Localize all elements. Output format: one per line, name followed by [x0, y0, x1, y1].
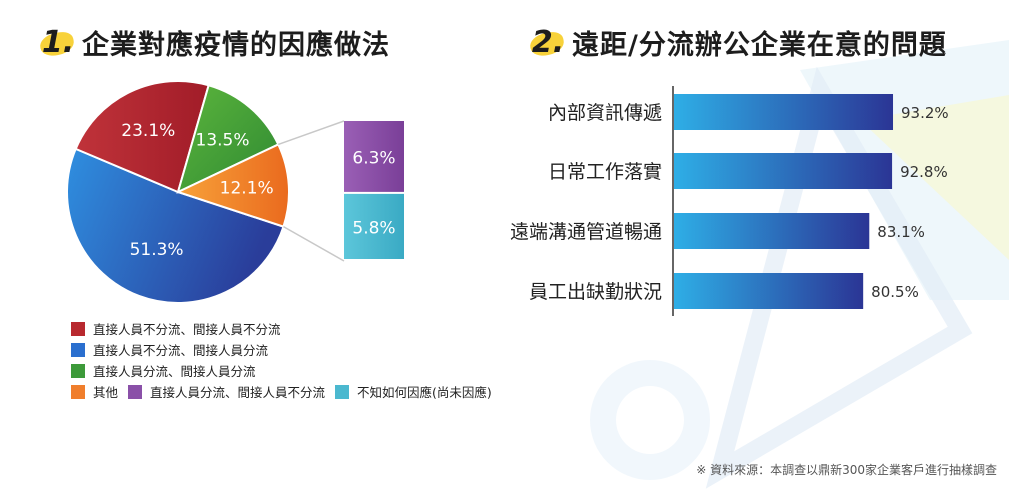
breakout-data-label: 6.3% [352, 148, 395, 168]
bar-value-label: 80.5% [871, 283, 919, 301]
pie-data-label: 51.3% [130, 240, 184, 260]
pie-data-label: 12.1% [220, 179, 274, 199]
legend-item: 直接人員不分流、間接人員分流 [71, 340, 268, 359]
pie-slice-blue [66, 147, 285, 305]
bar-title-text: 遠距/分流辦公企業在意的問題 [572, 29, 947, 61]
pie-slice-orange [175, 143, 290, 228]
source-note: ※ 資料來源：本調查以鼎新300家企業客戶進行抽樣調查 [696, 463, 997, 477]
pie-legend: 直接人員不分流、間接人員不分流 直接人員不分流、間接人員分流 直接人員分流、間接… [71, 318, 502, 402]
pie-chart-title: 1. 企業對應疫情的因應做法 [38, 22, 390, 62]
pie-chart: 51.3% 23.1% 13.5% 12.1% 6.3% 5.8% [66, 80, 404, 305]
bar-category-label: 遠端溝通管道暢通 [510, 221, 662, 243]
legend-swatch [335, 384, 350, 399]
connector-line [278, 120, 345, 146]
legend-swatch [128, 384, 143, 399]
legend-label: 不知如何因應(尚未因應) [357, 385, 492, 400]
legend-item: 直接人員分流、間接人員不分流 [128, 382, 325, 401]
legend-label: 直接人員分流、間接人員不分流 [150, 385, 326, 400]
pie-title-text: 企業對應疫情的因應做法 [82, 29, 390, 61]
breakout-bar-purple [344, 121, 404, 192]
legend-label: 直接人員分流、間接人員分流 [93, 364, 256, 379]
pie-slice-green [176, 84, 280, 194]
legend-swatch [71, 363, 85, 378]
bar-value-label: 83.1% [877, 223, 925, 241]
title-number-badge: 2. [528, 23, 568, 61]
title-number-badge: 1. [38, 23, 78, 61]
bar [674, 94, 894, 130]
legend-item: 直接人員分流、間接人員分流 [71, 361, 256, 380]
breakout-bar-cyan [344, 193, 404, 259]
legend-swatch [71, 321, 85, 336]
bar [674, 153, 893, 189]
legend-swatch [71, 342, 85, 357]
pie-data-label: 23.1% [121, 121, 175, 141]
bar-value-label: 93.2% [901, 104, 949, 122]
connector-line [283, 225, 345, 262]
legend-swatch [71, 384, 85, 399]
bar-chart: 內部資訊傳遞 93.2% 日常工作落實 92.8% 遠端溝通管道暢通 83.1% 員工出缺勤… [510, 86, 949, 316]
legend-label: 直接人員不分流、間接人員不分流 [93, 322, 281, 337]
legend-item: 不知如何因應(尚未因應) [335, 382, 492, 401]
bar-category-label: 內部資訊傳遞 [548, 102, 662, 124]
legend-item: 其他 [71, 382, 118, 401]
pie-data-label: 13.5% [196, 131, 250, 151]
legend-item: 直接人員不分流、間接人員不分流 [71, 319, 281, 338]
bar [674, 273, 864, 309]
bar-category-label: 日常工作落實 [548, 161, 662, 183]
pie-slice-red [74, 80, 210, 194]
bar-category-label: 員工出缺勤狀況 [529, 281, 662, 303]
bar [674, 213, 870, 249]
breakout-data-label: 5.8% [352, 218, 395, 238]
bar-chart-title: 2. 遠距/分流辦公企業在意的問題 [528, 22, 947, 62]
bar-value-label: 92.8% [900, 163, 948, 181]
legend-label: 直接人員不分流、間接人員分流 [93, 343, 269, 358]
legend-label: 其他 [93, 385, 119, 400]
